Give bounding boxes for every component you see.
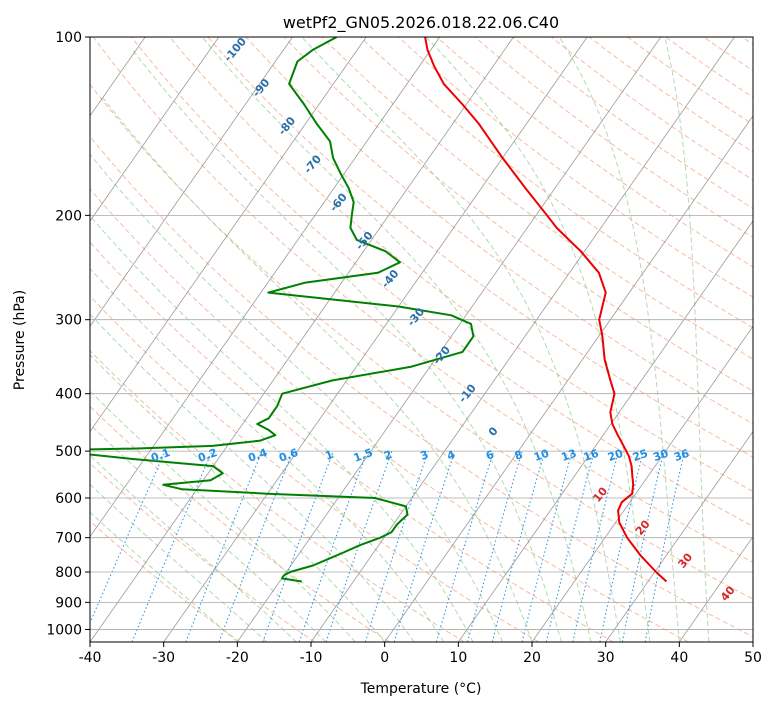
y-tick-label: 900 — [55, 595, 82, 611]
x-tick-label: 10 — [449, 650, 467, 666]
x-tick-label: 50 — [744, 650, 762, 666]
x-tick-label: 20 — [523, 650, 541, 666]
x-tick-label: 0 — [380, 650, 389, 666]
x-tick-label: -40 — [79, 650, 102, 666]
y-tick-label: 100 — [55, 30, 82, 46]
x-tick-label: 30 — [597, 650, 615, 666]
y-tick-label: 600 — [55, 491, 82, 507]
x-tick-label: -30 — [152, 650, 175, 666]
y-tick-label: 500 — [55, 444, 82, 460]
y-tick-label: 400 — [55, 387, 82, 403]
y-axis-label: Pressure (hPa) — [12, 290, 28, 390]
y-tick-label: 300 — [55, 313, 82, 329]
x-tick-label: 40 — [670, 650, 688, 666]
y-tick-label: 700 — [55, 531, 82, 547]
x-tick-label: -20 — [226, 650, 249, 666]
x-tick-label: -10 — [300, 650, 323, 666]
y-tick-label: 800 — [55, 565, 82, 581]
y-tick-label: 200 — [55, 208, 82, 224]
y-tick-label: 1000 — [46, 622, 82, 638]
x-axis-label: Temperature (°C) — [360, 681, 482, 697]
chart-title: wetPf2_GN05.2026.018.22.06.C40 — [283, 13, 559, 33]
